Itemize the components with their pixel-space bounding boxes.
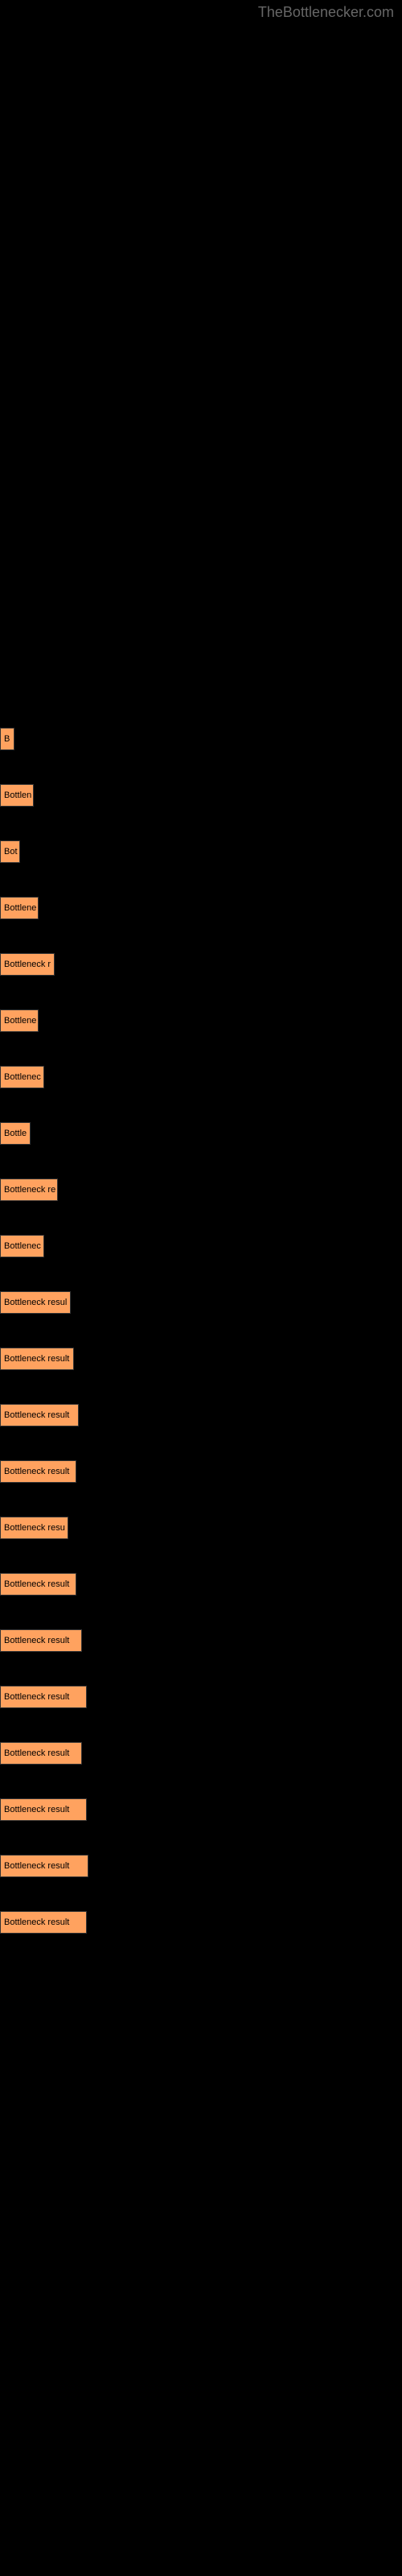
bar-row: Bottleneck re — [0, 1175, 402, 1201]
bar: Bottlenec — [0, 1235, 44, 1257]
bar-row: Bottleneck resul — [0, 1288, 402, 1314]
bar-row: Bottleneck result — [0, 1570, 402, 1596]
bar: B — [0, 728, 14, 750]
bar-row: Bottlenec — [0, 1063, 402, 1088]
bar-row: Bottleneck r — [0, 950, 402, 976]
bar-row: Bottleneck result — [0, 1457, 402, 1483]
bar-row: Bottleneck result — [0, 1344, 402, 1370]
bar: Bottleneck result — [0, 1911, 87, 1934]
bar: Bottleneck r — [0, 953, 55, 976]
bar-row: Bottleneck resu — [0, 1513, 402, 1539]
bar: Bottlen — [0, 784, 34, 807]
bar: Bottle — [0, 1122, 31, 1145]
bar: Bottlenec — [0, 1066, 44, 1088]
bar-row: Bottleneck result — [0, 1626, 402, 1652]
bar: Bot — [0, 840, 20, 863]
bar-row: Bottleneck result — [0, 1401, 402, 1426]
bar: Bottlene — [0, 897, 39, 919]
bar-row: Bottlen — [0, 781, 402, 807]
bar: Bottleneck result — [0, 1855, 88, 1877]
bar-row: Bottleneck result — [0, 1852, 402, 1877]
bar: Bottleneck result — [0, 1686, 87, 1708]
bar-row: Bottleneck result — [0, 1739, 402, 1765]
bar-row: Bottleneck result — [0, 1795, 402, 1821]
bar: Bottlene — [0, 1009, 39, 1032]
bar: Bottleneck result — [0, 1742, 82, 1765]
bar-chart: B Bottlen Bot Bottlene Bottleneck r Bottlene B… — [0, 0, 402, 1934]
bar-row: Bottleneck result — [0, 1908, 402, 1934]
bar-row: Bottle — [0, 1119, 402, 1145]
bar: Bottleneck result — [0, 1573, 76, 1596]
watermark: TheBottlenecker.com — [258, 4, 394, 21]
bar-row: Bottlenec — [0, 1232, 402, 1257]
bar: Bottleneck resu — [0, 1517, 68, 1539]
bar: Bottleneck result — [0, 1404, 79, 1426]
bar: Bottleneck result — [0, 1460, 76, 1483]
bar: Bottleneck re — [0, 1179, 58, 1201]
bar-row: Bottlene — [0, 1006, 402, 1032]
bar: Bottleneck result — [0, 1798, 87, 1821]
bar: Bottleneck result — [0, 1348, 74, 1370]
bar: Bottleneck result — [0, 1629, 82, 1652]
bar-row: Bottlene — [0, 894, 402, 919]
bar-row: B — [0, 724, 402, 750]
bar-row: Bot — [0, 837, 402, 863]
bar: Bottleneck resul — [0, 1291, 71, 1314]
bar-row: Bottleneck result — [0, 1682, 402, 1708]
